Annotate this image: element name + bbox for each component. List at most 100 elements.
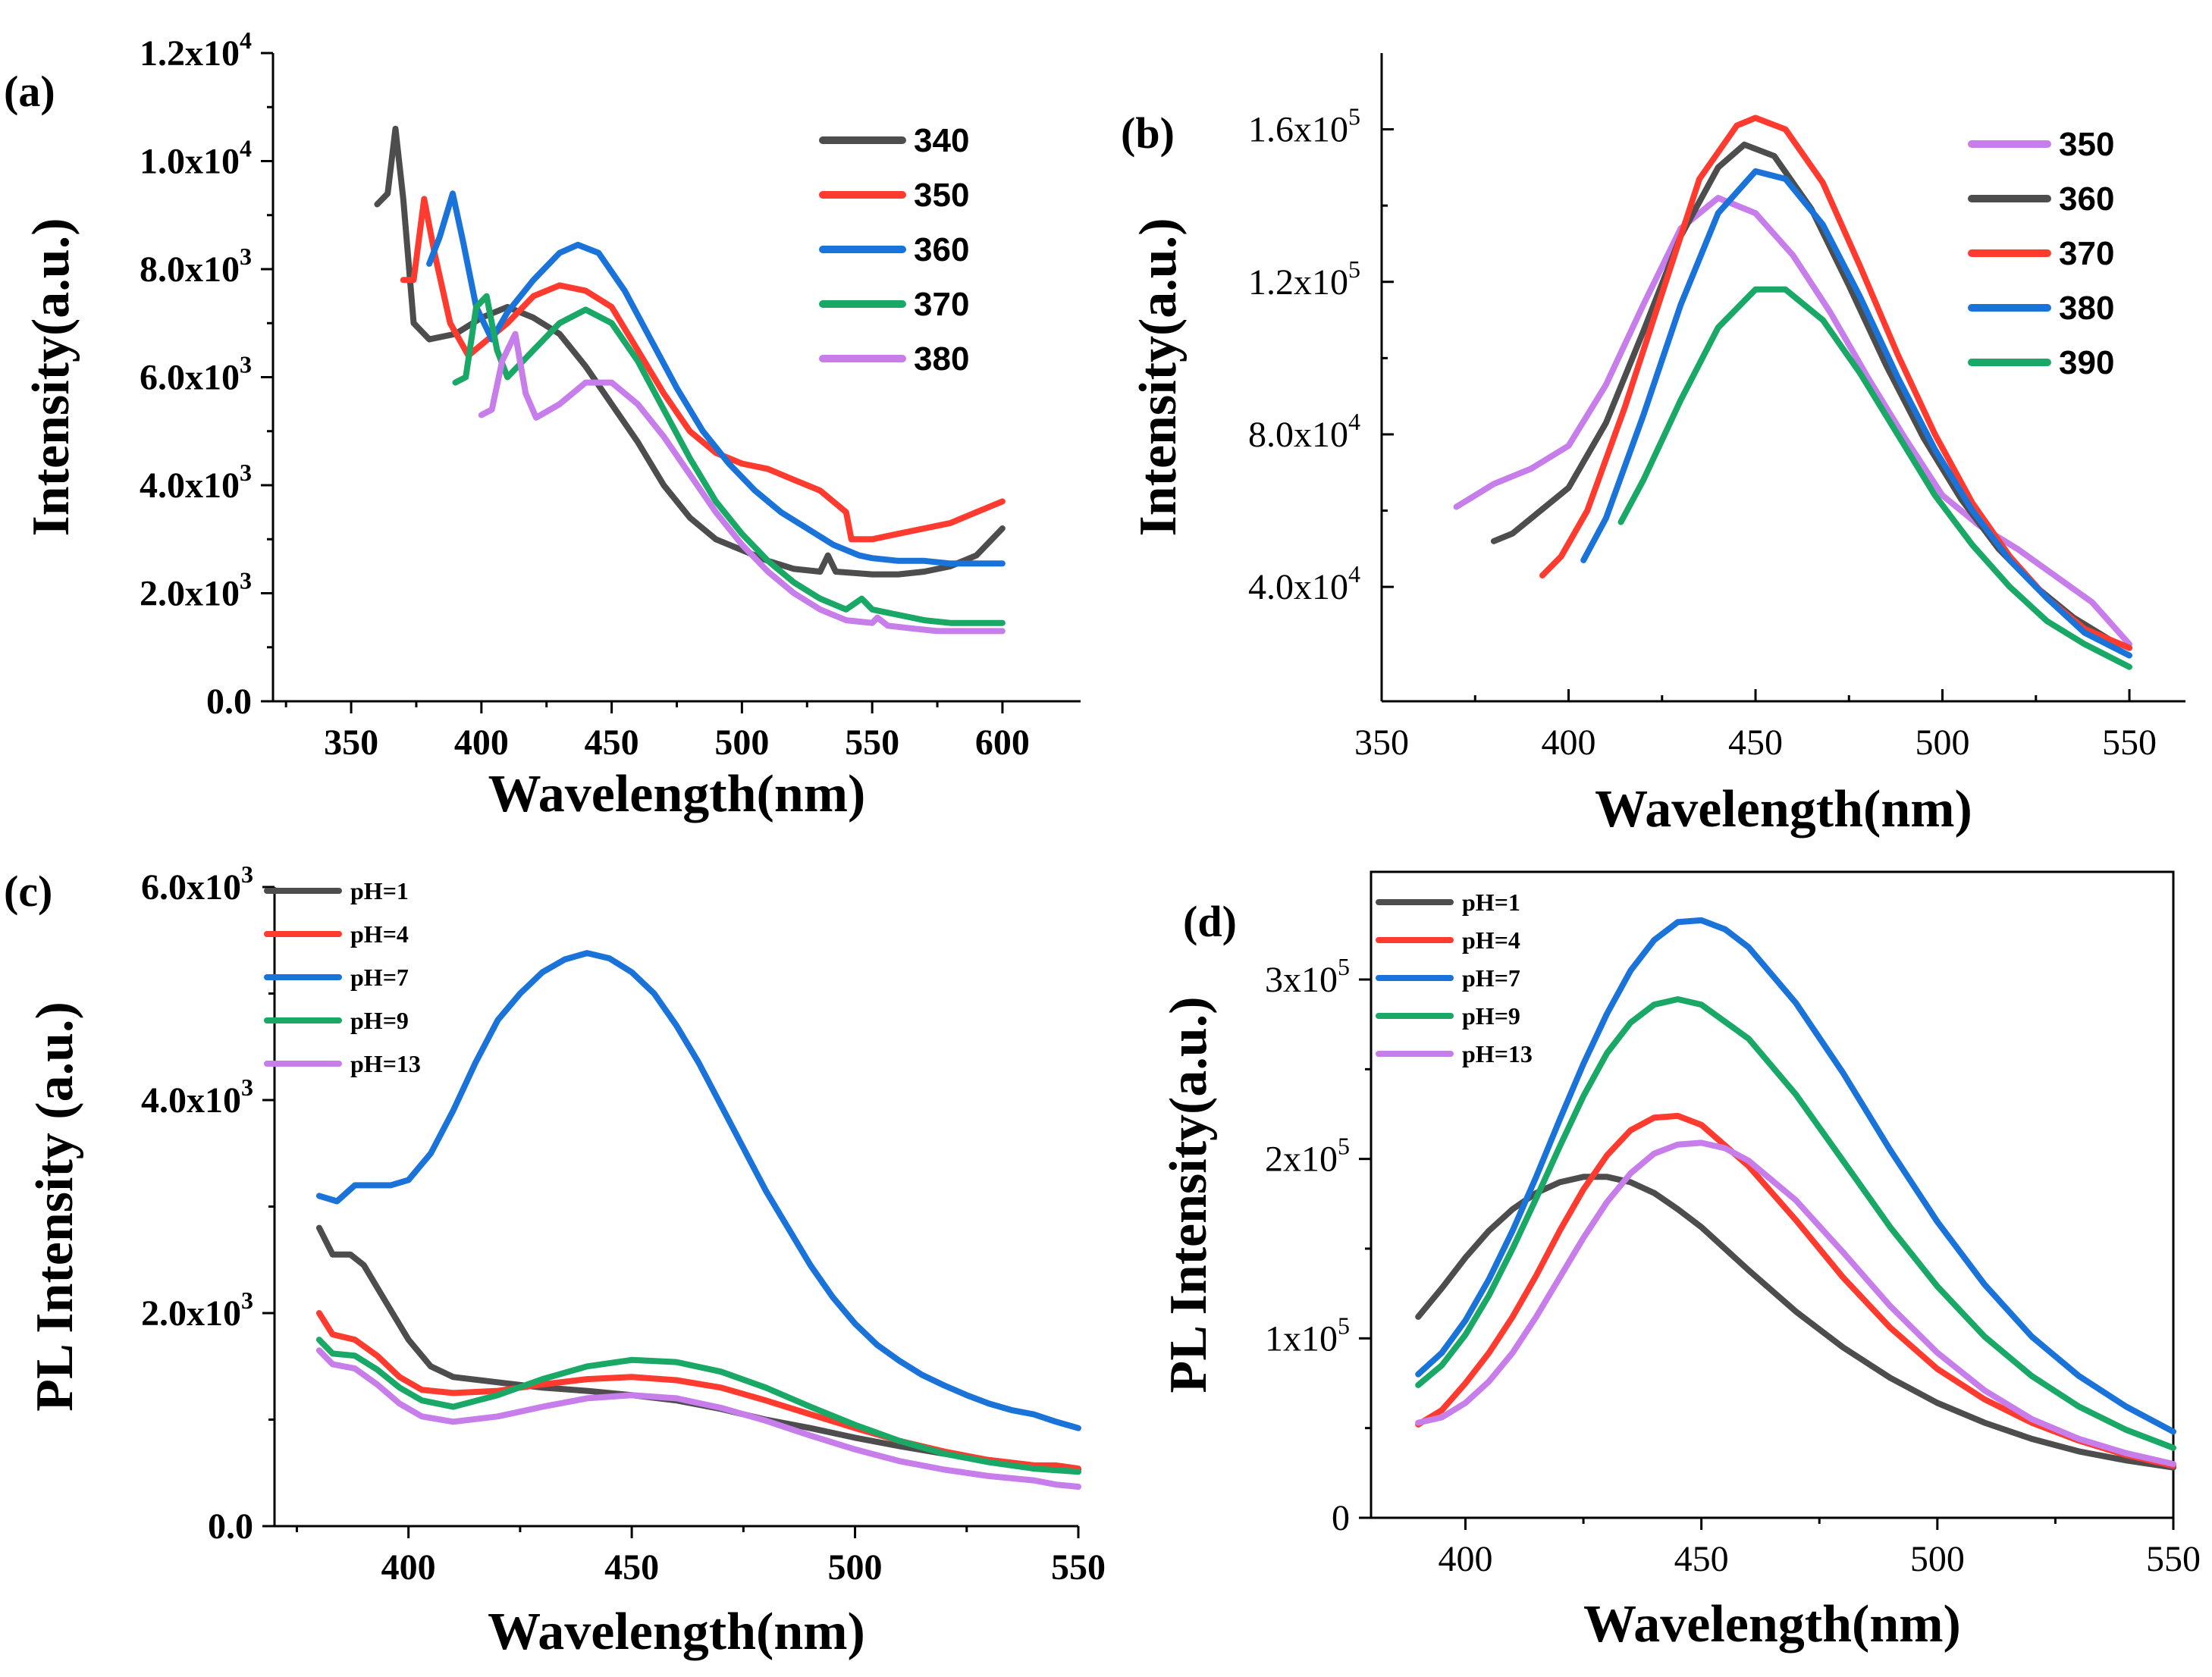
y-tick-label: 3x105	[1265, 953, 1350, 1000]
legend-label: pH=7	[1462, 964, 1520, 992]
legend-label: pH=9	[1462, 1002, 1520, 1030]
series-line-380	[478, 331, 1006, 635]
legend-label: pH=1	[350, 877, 409, 904]
x-tick-label: 350	[1354, 723, 1409, 763]
legend-label: pH=9	[350, 1007, 409, 1034]
y-tick-label: 2.0x103	[141, 1287, 253, 1334]
y-tick-label-base: 2x10	[1265, 1139, 1338, 1180]
series-line-pH-13	[1415, 1139, 2176, 1467]
series-line-pH-9	[1415, 996, 2176, 1451]
y-tick-label-exponent: 3	[240, 459, 252, 486]
y-tick-label: 6.0x103	[140, 351, 252, 398]
y-tick-label: 8.0x104	[1248, 408, 1360, 455]
legend-label: 380	[2059, 290, 2114, 327]
y-tick-label-exponent: 3	[241, 860, 253, 888]
series-line-390	[1617, 286, 2132, 670]
legend-label: pH=13	[350, 1050, 421, 1077]
x-tick-label: 500	[1915, 723, 1970, 763]
x-tick-label: 450	[604, 1547, 659, 1588]
x-tick-label: 550	[2102, 723, 2157, 763]
legend-label: 380	[914, 340, 969, 378]
y-tick-label-base: 0.0	[206, 682, 252, 722]
x-tick-label: 450	[585, 723, 639, 763]
y-tick-label-exponent: 5	[1348, 103, 1360, 130]
y-tick-label: 2.0x103	[140, 567, 252, 614]
x-tick-label: 600	[975, 723, 1030, 763]
x-tick-label: 550	[2146, 1539, 2201, 1579]
y-tick-label-base: 3x10	[1265, 960, 1338, 1000]
series-line-340	[374, 125, 1006, 578]
x-axis-title: Wavelength(nm)	[1595, 780, 1972, 838]
chart-panel-c: 400 450 500 5500.02.0x1034.0x1036.0x103Wave…	[4, 860, 1106, 1661]
x-axis-title: Wavelength(nm)	[488, 1603, 865, 1661]
panel-label: (b)	[1121, 108, 1175, 158]
x-tick-label: 400	[1542, 723, 1596, 763]
y-tick-label: 4.0x104	[1248, 560, 1360, 607]
y-tick-label-exponent: 4	[240, 27, 252, 54]
y-tick-label: 1x105	[1265, 1312, 1350, 1359]
y-tick-label-exponent: 3	[240, 243, 252, 270]
y-tick-label-exponent: 5	[1348, 255, 1360, 283]
legend: 340 350 360 370 380	[819, 122, 969, 378]
series-line-pH-1	[1415, 1174, 2176, 1471]
y-tick-label: 8.0x103	[140, 243, 252, 290]
y-axis-title: PL Intensity (a.u.)	[26, 1001, 84, 1412]
y-tick-label-base: 8.0x10	[140, 249, 240, 290]
y-tick-label-base: 1x10	[1265, 1318, 1338, 1359]
y-tick-label: 4.0x103	[140, 459, 252, 506]
y-tick-label-exponent: 3	[241, 1074, 253, 1101]
legend-label: 350	[914, 177, 969, 214]
y-axis-title: Intensity(a.u.)	[1129, 218, 1188, 536]
y-tick-label: 1.0x104	[140, 135, 252, 182]
x-tick-label: 400	[454, 723, 509, 763]
x-tick-label: 450	[1674, 1539, 1729, 1579]
legend-label: pH=13	[1462, 1040, 1533, 1067]
y-tick-label-base: 4.0x10	[140, 465, 240, 506]
series-line-pH-13	[315, 1347, 1081, 1490]
legend-label: 390	[2059, 344, 2114, 381]
legend-label: pH=4	[350, 920, 409, 948]
legend-label: 370	[914, 286, 969, 323]
y-tick-label-base: 1.2x10	[140, 33, 240, 74]
y-tick-label: 0	[1332, 1498, 1350, 1538]
y-tick-label: 2x105	[1265, 1133, 1350, 1180]
x-tick-label: 500	[828, 1547, 883, 1588]
y-tick-label-base: 8.0x10	[1248, 415, 1348, 455]
y-tick-label-exponent: 3	[241, 1287, 253, 1314]
legend: pH=1 pH=4 pH=7 pH=9 pH=13	[264, 877, 421, 1077]
x-tick-label: 350	[324, 723, 378, 763]
plot-frame	[1370, 870, 2175, 1519]
series-line-pH-7	[1415, 917, 2176, 1435]
series-line-pH-7	[315, 950, 1081, 1431]
y-tick-label: 4.0x103	[141, 1074, 253, 1121]
y-tick-label-exponent: 3	[240, 351, 252, 378]
series-line-360	[426, 190, 1006, 567]
x-tick-label: 550	[1051, 1547, 1106, 1588]
legend-label: 350	[2059, 126, 2114, 163]
y-tick-label-base: 1.6x10	[1248, 110, 1348, 150]
y-axis-title: PL Intensity(a.u.)	[1159, 996, 1218, 1393]
legend-label: pH=7	[350, 964, 409, 991]
y-tick-label: 1.2x105	[1248, 255, 1360, 302]
y-tick-label-exponent: 4	[240, 135, 252, 162]
y-tick-label: 0.0	[208, 1506, 253, 1547]
panel-label: (d)	[1183, 897, 1237, 946]
y-tick-label-exponent: 5	[1338, 953, 1350, 980]
panel-label: (a)	[4, 67, 55, 116]
legend-label: pH=1	[1462, 889, 1520, 916]
legend: 350 360 370 380 390	[1968, 126, 2114, 381]
y-tick-label-base: 1.0x10	[140, 142, 240, 182]
chart-panel-d: 400 450 500 55001x1052x1053x105Wavelength(n…	[1159, 870, 2201, 1653]
x-tick-label: 500	[714, 723, 769, 763]
y-tick-label-base: 0	[1332, 1498, 1350, 1538]
y-tick-label-base: 4.0x10	[141, 1080, 241, 1121]
y-tick-label-exponent: 4	[1348, 408, 1360, 435]
x-axis-title: Wavelength(nm)	[488, 765, 866, 823]
series-line-350	[400, 196, 1006, 543]
series-line-350	[1453, 195, 2132, 647]
x-tick-label: 400	[1438, 1539, 1492, 1579]
chart-panel-a: 350 400 450 500 550 6000.02.0x1034.0x1036.0x1…	[4, 27, 1081, 823]
series-line-pH-9	[315, 1337, 1081, 1475]
